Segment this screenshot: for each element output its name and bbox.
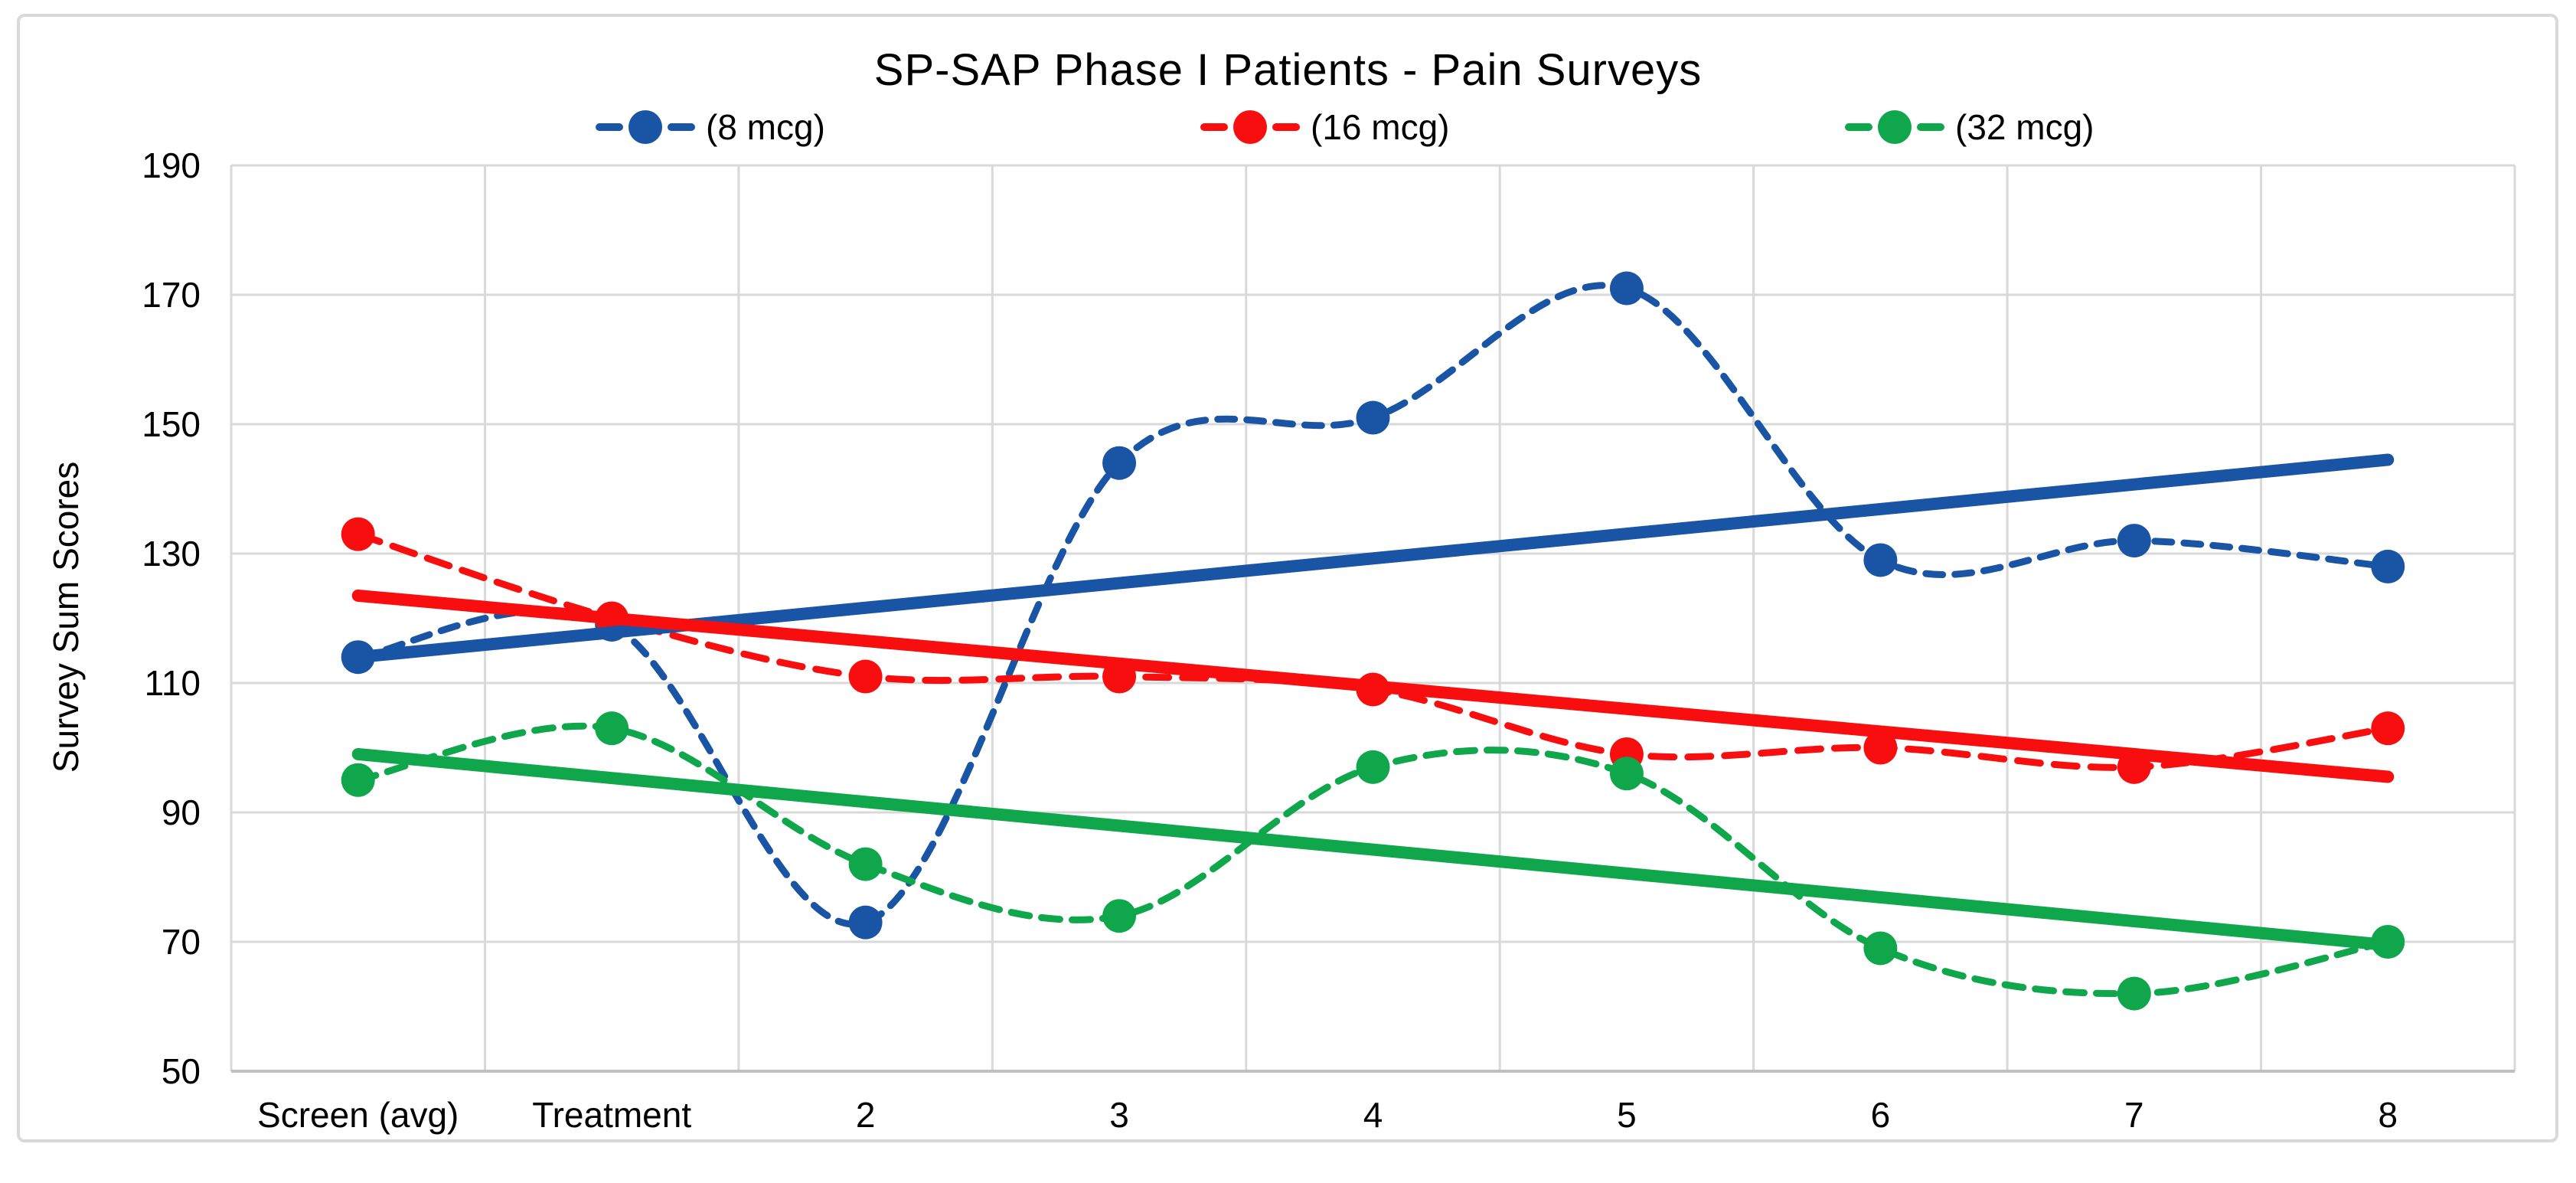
data-point[interactable] [1863, 730, 1898, 765]
x-tick-label: 7 [2124, 1095, 2144, 1135]
y-tick-label: 50 [162, 1051, 201, 1091]
data-point[interactable] [2117, 524, 2151, 558]
y-tick-label: 190 [142, 145, 201, 185]
y-tick-label: 70 [162, 922, 201, 962]
legend-label: (32 mcg) [1955, 107, 2094, 147]
series-line-2 [354, 531, 2392, 771]
data-point[interactable] [1102, 899, 1137, 933]
data-point[interactable] [341, 517, 375, 551]
x-tick-label: Screen (avg) [257, 1095, 459, 1135]
chart-title: SP-SAP Phase I Patients - Pain Surveys [873, 45, 1703, 95]
data-point[interactable] [848, 905, 883, 940]
x-tick-label: Treatment [532, 1095, 691, 1135]
data-point[interactable] [1356, 750, 1390, 784]
x-tick-label: 2 [856, 1095, 876, 1135]
data-point[interactable] [848, 659, 883, 694]
legend-marker-icon [596, 110, 695, 144]
legend-label: (16 mcg) [1311, 107, 1450, 147]
legend-item-32mcg[interactable]: (32 mcg) [1845, 104, 2094, 150]
data-point[interactable] [595, 711, 629, 746]
x-tick-label: 3 [1109, 1095, 1129, 1135]
data-point[interactable] [2371, 549, 2405, 583]
x-tick-label: 6 [1871, 1095, 1891, 1135]
x-tick-label: 4 [1363, 1095, 1383, 1135]
data-point[interactable] [1863, 543, 1898, 577]
y-tick-label: 150 [142, 404, 201, 444]
legend-item-16mcg[interactable]: (16 mcg) [1200, 104, 1449, 150]
data-point[interactable] [1609, 271, 1644, 306]
legend-marker-icon [1845, 110, 1944, 144]
y-tick-label: 170 [142, 275, 201, 315]
data-point[interactable] [848, 847, 883, 881]
y-tick-label: 90 [162, 792, 201, 832]
trendline-2 [351, 589, 2395, 783]
legend-label: (8 mcg) [706, 107, 825, 147]
y-tick-label: 130 [142, 534, 201, 574]
data-point[interactable] [1102, 446, 1137, 480]
data-point[interactable] [1356, 400, 1390, 435]
trendline-3 [351, 747, 2395, 952]
legend-marker-icon [1200, 110, 1300, 144]
chart-border [17, 14, 2558, 1142]
series-line-1 [354, 282, 2392, 928]
x-tick-label: 5 [1617, 1095, 1637, 1135]
data-point[interactable] [1609, 757, 1644, 791]
data-point[interactable] [2117, 976, 2151, 1011]
legend-item-8mcg[interactable]: (8 mcg) [596, 104, 825, 150]
data-point[interactable] [341, 763, 375, 797]
y-tick-label: 110 [145, 663, 201, 703]
x-tick-label: 8 [2378, 1095, 2398, 1135]
data-point[interactable] [2371, 711, 2405, 746]
data-point[interactable] [1863, 931, 1898, 966]
